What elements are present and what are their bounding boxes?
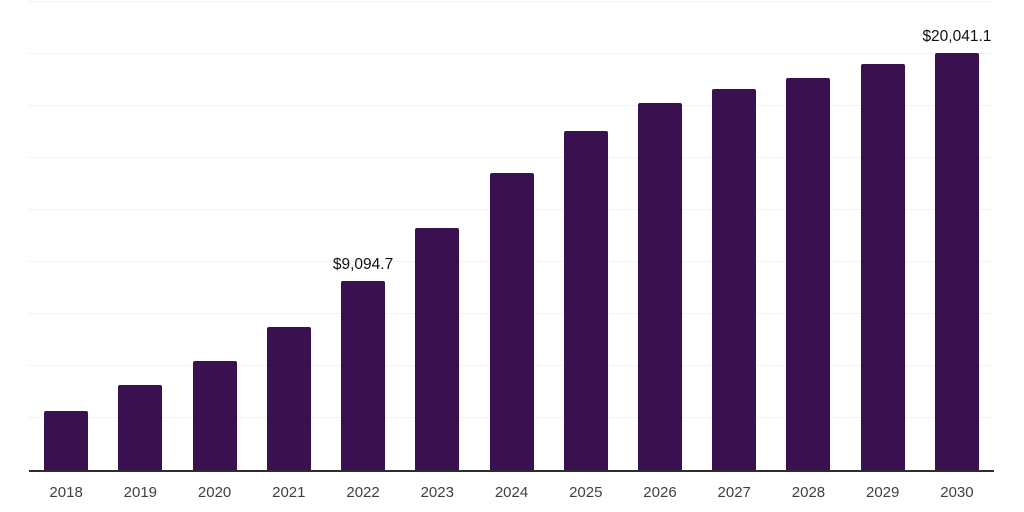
- bar-slot-2024: [474, 2, 548, 470]
- bar-2028: [786, 78, 831, 470]
- bar-slot-2027: [697, 2, 771, 470]
- x-tick-2025: 2025: [569, 484, 603, 501]
- x-tick-2019: 2019: [123, 484, 158, 501]
- bar-slot-2025: [549, 2, 623, 470]
- bar-2020: [192, 360, 237, 470]
- x-tick-2028: 2028: [791, 484, 826, 501]
- bar-2021: [266, 327, 311, 470]
- data-label-2022: $9,094.7: [332, 255, 394, 273]
- bar-slot-2020: [177, 2, 251, 470]
- bar-slot-2022: $9,094.7: [326, 2, 400, 470]
- bar-2019: [118, 384, 163, 470]
- x-tick-2030: 2030: [940, 484, 974, 501]
- bar-2030: [934, 53, 979, 470]
- bar-slot-2019: [103, 2, 177, 470]
- bar-2029: [860, 64, 905, 470]
- x-tick-2022: 2022: [346, 484, 380, 501]
- x-tick-2027: 2027: [717, 484, 751, 501]
- gridline: [29, 157, 994, 158]
- bar-slot-2026: [623, 2, 697, 470]
- bars-row: $9,094.7 $20,041.1: [29, 2, 994, 470]
- bar-2018: [44, 411, 89, 470]
- gridline: [29, 105, 994, 106]
- bar-2023: [415, 227, 460, 470]
- x-axis-tick-labels: 2018 2019 2020 2021 2022 2023 2024 2025 2026 2027…: [29, 472, 994, 501]
- x-tick-2020: 2020: [197, 484, 232, 501]
- bar-2025: [563, 131, 608, 470]
- bar-slot-2018: [29, 2, 103, 470]
- x-tick-2023: 2023: [420, 484, 454, 501]
- bar-slot-2028: [771, 2, 845, 470]
- bar-2024: [489, 173, 534, 470]
- x-tick-2018: 2018: [49, 484, 83, 501]
- x-tick-2021: 2021: [272, 484, 306, 501]
- x-tick-2024: 2024: [494, 484, 529, 501]
- bar-2026: [637, 102, 682, 470]
- bar-slot-2030: $20,041.1: [920, 2, 994, 470]
- bar-2022: [341, 280, 386, 470]
- bar-slot-2023: [400, 2, 474, 470]
- x-tick-2026: 2026: [643, 484, 677, 501]
- bar-slot-2029: [846, 2, 920, 470]
- plot-area: $9,094.7 $20,041.1: [29, 1, 994, 472]
- bar-slot-2021: [252, 2, 326, 470]
- gridline: [29, 1, 994, 2]
- bar-2027: [712, 88, 757, 470]
- data-label-2030: $20,041.1: [922, 28, 992, 46]
- gridline: [29, 53, 994, 54]
- x-tick-2029: 2029: [866, 484, 900, 501]
